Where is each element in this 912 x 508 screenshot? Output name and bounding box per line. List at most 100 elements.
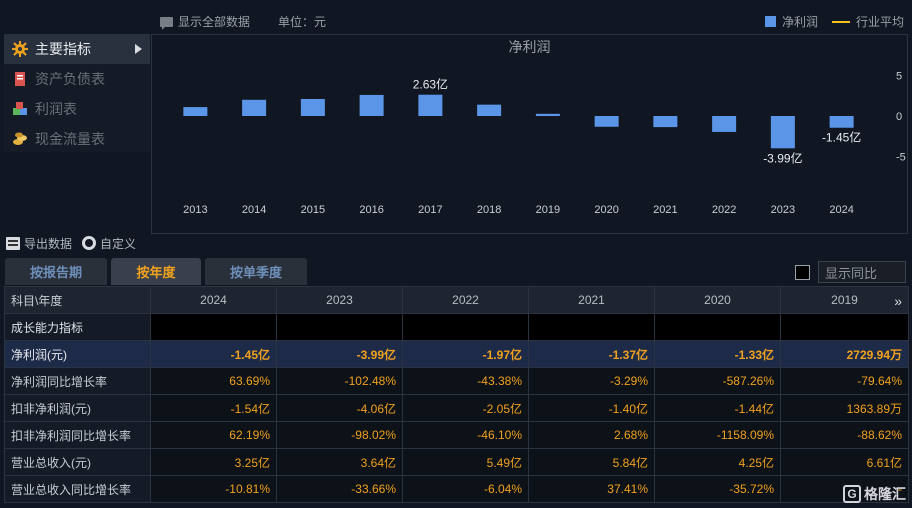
logo-g-icon: G <box>843 485 861 503</box>
net-profit-chart: 净利润 5 0 -5 2013 2014 2015 2016 2017 2018 2019 2020 2… <box>151 34 908 234</box>
data-label: -3.99亿 <box>763 150 802 165</box>
sidebar-item-label: 主要指标 <box>35 41 91 57</box>
table-cell <box>654 313 781 341</box>
legend-avg-label: 行业平均 <box>855 15 904 29</box>
table-cell: -10.81% <box>150 475 277 503</box>
tab-by-report-period[interactable]: 按报告期 <box>5 258 107 285</box>
x-tick-label: 2023 <box>771 204 795 216</box>
table-header-cell: 科目\年度 <box>4 286 151 314</box>
table-header-cell[interactable]: 2021 <box>528 286 655 314</box>
chart-bar <box>477 104 502 116</box>
yoy-control: 显示同比 <box>795 261 906 283</box>
chart-svg: 净利润 5 0 -5 2013 2014 2015 2016 2017 2018 2019 2020 2… <box>183 39 906 216</box>
sidebar-item-cash-flow[interactable]: 现金流量表 <box>4 124 150 154</box>
sidebar-item-main-indicators[interactable]: 主要指标 <box>4 34 150 64</box>
double-chevron-right-icon[interactable]: » <box>894 293 902 309</box>
gear-orange-icon <box>12 41 28 57</box>
customize-label: 自定义 <box>100 236 137 251</box>
coins-icon <box>12 131 28 147</box>
chat-icon <box>160 16 173 30</box>
table-cell: -1158.09% <box>654 421 781 449</box>
table-cell: -46.10% <box>402 421 529 449</box>
table-cell: 3.64亿 <box>276 448 403 476</box>
table-header-cell[interactable]: 2020 <box>654 286 781 314</box>
table-row[interactable]: 净利润(元) -1.45亿 -3.99亿 -1.97亿 -1.37亿 -1.33亿 2729… <box>4 340 909 368</box>
period-tabs: 按报告期 按年度 按单季度 <box>5 258 311 285</box>
watermark-text: 格隆汇 <box>864 486 906 502</box>
x-tick-label: 2016 <box>359 204 383 216</box>
table-cell: -1.97亿 <box>402 340 529 368</box>
table-header-cell[interactable]: 2024 <box>150 286 277 314</box>
sidebar-menu: 主要指标 资产负债表 利润表 现金流量表 <box>4 34 150 152</box>
show-all-data-toggle[interactable]: 显示全部数据 <box>160 13 250 30</box>
x-tick-label: 2017 <box>418 204 442 216</box>
x-tick-label: 2022 <box>712 204 736 216</box>
x-tick-label: 2018 <box>477 204 501 216</box>
table-cell: -3.99亿 <box>276 340 403 368</box>
chart-bar <box>300 98 325 116</box>
table-cell: 2.68% <box>528 421 655 449</box>
sidebar-item-balance-sheet[interactable]: 资产负债表 <box>4 64 150 94</box>
chart-bar <box>770 116 795 149</box>
table-cell: 1363.89万 <box>780 394 909 422</box>
yoy-checkbox[interactable] <box>795 264 810 280</box>
table-cell: 4.25亿 <box>654 448 781 476</box>
table-cell: 3.25亿 <box>150 448 277 476</box>
tab-by-quarter[interactable]: 按单季度 <box>205 258 307 285</box>
table-cell: -1.37亿 <box>528 340 655 368</box>
x-tick-label: 2019 <box>536 204 560 216</box>
table-cell: -3.29% <box>528 367 655 395</box>
table-cell: 62.19% <box>150 421 277 449</box>
gear-icon <box>82 236 97 250</box>
table-header-row: 科目\年度 2024 2023 2022 2021 2020 2019 » <box>4 286 909 314</box>
table-row[interactable]: 净利润同比增长率 63.69% -102.48% -43.38% -3.29% -587.… <box>4 367 909 395</box>
show-yoy-button[interactable]: 显示同比 <box>818 261 906 283</box>
table-cell: -35.72% <box>654 475 781 503</box>
document-red-icon <box>12 71 28 87</box>
table-cell: -587.26% <box>654 367 781 395</box>
table-header-cell[interactable]: 2022 <box>402 286 529 314</box>
table-row[interactable]: 营业总收入同比增长率 -10.81% -33.66% -6.04% 37.41% -35.… <box>4 475 909 503</box>
x-tick-label: 2014 <box>242 204 266 216</box>
table-cell <box>780 313 909 341</box>
arrow-right-icon <box>135 44 142 54</box>
export-data-button[interactable]: 导出数据 <box>6 235 72 252</box>
watermark-logo: G 格隆汇 <box>843 484 906 504</box>
table-cell: -1.40亿 <box>528 394 655 422</box>
x-tick-label: 2024 <box>829 204 853 216</box>
customize-button[interactable]: 自定义 <box>82 235 136 252</box>
table-header-cell[interactable]: 2019 » <box>780 286 909 314</box>
sidebar-item-income-statement[interactable]: 利润表 <box>4 94 150 124</box>
sidebar-item-label: 利润表 <box>35 101 77 117</box>
table-header-label: 2019 <box>831 293 858 307</box>
table-cell: 2729.94万 <box>780 340 909 368</box>
table-cell: 37.41% <box>528 475 655 503</box>
chart-bar <box>712 116 737 132</box>
table-row[interactable]: 扣非净利润(元) -1.54亿 -4.06亿 -2.05亿 -1.40亿 -1.44亿 13… <box>4 394 909 422</box>
chart-bar <box>829 116 854 128</box>
tab-by-year[interactable]: 按年度 <box>111 258 201 285</box>
row-label: 营业总收入(元) <box>4 448 151 476</box>
chart-bar <box>594 116 619 127</box>
table-row[interactable]: 扣非净利润同比增长率 62.19% -98.02% -46.10% 2.68% -1158… <box>4 421 909 449</box>
chart-bar <box>535 113 560 116</box>
table-cell: -1.33亿 <box>654 340 781 368</box>
table-cell <box>276 313 403 341</box>
table-row[interactable]: 营业总收入(元) 3.25亿 3.64亿 5.49亿 5.84亿 4.25亿 6.61亿 <box>4 448 909 476</box>
table-cell: 6.61亿 <box>780 448 909 476</box>
table-cell: -43.38% <box>402 367 529 395</box>
table-row[interactable]: 成长能力指标 <box>4 313 909 341</box>
table-cell: -2.05亿 <box>402 394 529 422</box>
table-cell <box>150 313 277 341</box>
legend-series-label: 净利润 <box>781 15 818 29</box>
chart-legend: 净利润 行业平均 <box>764 13 904 30</box>
table-cell: 5.49亿 <box>402 448 529 476</box>
y-tick-label: 0 <box>896 111 902 123</box>
chart-bar <box>183 107 208 116</box>
sidebar-item-label: 现金流量表 <box>35 131 105 147</box>
table-cell <box>402 313 529 341</box>
table-cell: -88.62% <box>780 421 909 449</box>
table-cell: -4.06亿 <box>276 394 403 422</box>
table-cell: -79.64% <box>780 367 909 395</box>
table-header-cell[interactable]: 2023 <box>276 286 403 314</box>
